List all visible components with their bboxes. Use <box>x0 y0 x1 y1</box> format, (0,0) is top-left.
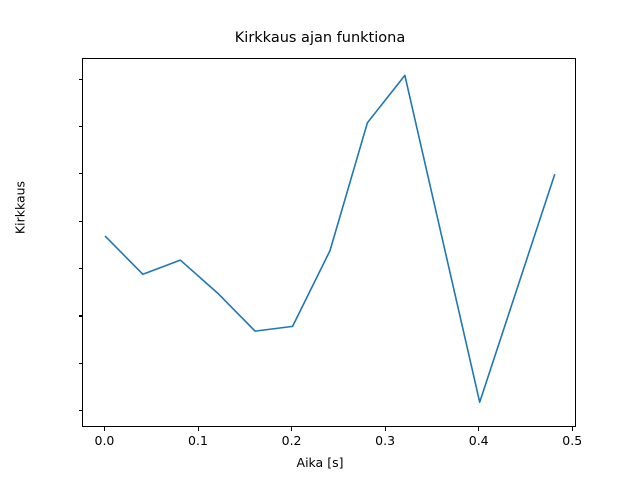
x-tick-label: 0.2 <box>281 433 302 448</box>
series-polyline <box>104 74 556 403</box>
chart-title: Kirkkaus ajan funktiona <box>234 30 406 46</box>
x-tick-label: 0.4 <box>468 433 489 448</box>
x-tick-label: 0.1 <box>188 433 208 448</box>
x-axis-label: Aika [s] <box>296 455 344 470</box>
y-tick-mark <box>78 362 83 364</box>
x-tick-mark <box>103 427 106 431</box>
y-tick-mark <box>78 315 83 317</box>
x-tick-mark <box>478 427 480 431</box>
y-tick-mark <box>78 410 83 412</box>
y-tick-mark <box>78 125 83 128</box>
x-tick-mark <box>571 427 573 431</box>
x-tick-label: 0.0 <box>94 433 115 448</box>
y-tick-mark <box>78 78 83 80</box>
x-tick-label: 0.5 <box>562 433 583 448</box>
y-axis-label: Kirkkaus <box>12 180 28 235</box>
y-tick-mark <box>78 268 83 270</box>
x-tick-mark <box>197 427 199 431</box>
x-tick-label: 0.3 <box>375 433 396 448</box>
plot-area <box>82 58 576 427</box>
x-tick-mark <box>291 427 293 431</box>
x-tick-mark <box>384 427 386 431</box>
line-series <box>104 74 556 403</box>
y-tick-mark <box>78 173 83 175</box>
y-tick-mark <box>78 220 83 222</box>
